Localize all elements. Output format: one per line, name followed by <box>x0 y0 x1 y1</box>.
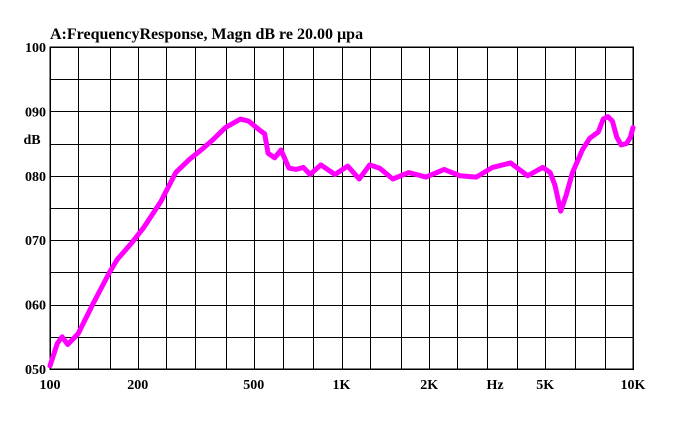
x-axis-tick-labels: 100 200 500 1K 2K 5K 10K <box>40 378 646 393</box>
y-tick-label: 080 <box>25 170 46 185</box>
series-line <box>47 114 636 369</box>
y-axis-label: dB <box>23 133 40 148</box>
y-tick-label: 050 <box>25 363 46 378</box>
x-tick-label: 2K <box>420 378 438 393</box>
x-tick-label: 100 <box>40 378 61 393</box>
series-group <box>47 114 636 369</box>
y-tick-label: 060 <box>25 299 46 314</box>
y-tick-label: 090 <box>25 105 46 120</box>
x-axis-label: Hz <box>486 378 503 393</box>
x-tick-label: 10K <box>621 378 646 393</box>
chart-title: A:FrequencyResponse, Magn dB re 20.00 µp… <box>50 26 363 43</box>
x-tick-label: 1K <box>333 378 351 393</box>
y-tick-label: 100 <box>25 41 46 56</box>
x-tick-label: 200 <box>127 378 148 393</box>
x-tick-label: 5K <box>536 378 554 393</box>
plot-frame <box>49 46 634 370</box>
x-tick-label: 500 <box>243 378 264 393</box>
y-tick-label: 070 <box>25 234 46 249</box>
y-axis-tick-labels: 100 090 080 070 060 050 <box>25 41 46 378</box>
